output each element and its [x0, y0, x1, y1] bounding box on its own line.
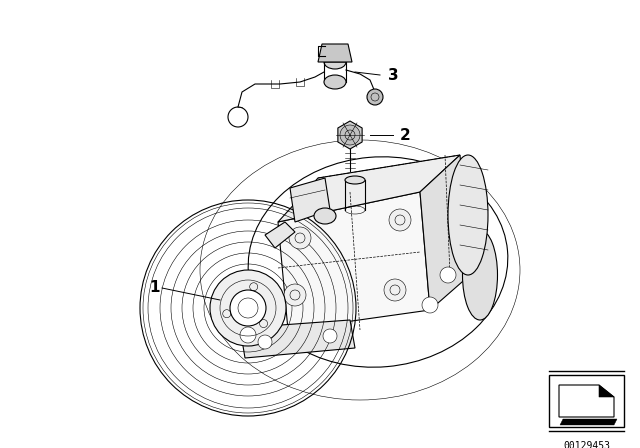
Circle shape [284, 284, 306, 306]
Circle shape [340, 125, 360, 145]
Text: 2: 2 [400, 128, 411, 142]
Polygon shape [338, 121, 362, 149]
Circle shape [367, 89, 383, 105]
Circle shape [422, 297, 438, 313]
Circle shape [210, 270, 286, 346]
Text: 1: 1 [150, 280, 160, 296]
Circle shape [289, 227, 311, 249]
Bar [549, 375, 624, 427]
Ellipse shape [345, 176, 365, 184]
Text: 00129453: 00129453 [563, 441, 610, 448]
Polygon shape [278, 155, 460, 222]
Ellipse shape [314, 208, 336, 224]
Polygon shape [599, 385, 614, 397]
Circle shape [384, 279, 406, 301]
Polygon shape [265, 222, 295, 248]
Ellipse shape [324, 75, 346, 89]
Ellipse shape [448, 155, 488, 275]
Text: 3: 3 [388, 68, 399, 82]
Polygon shape [420, 155, 470, 310]
Polygon shape [290, 178, 330, 222]
Ellipse shape [463, 230, 497, 320]
Polygon shape [560, 419, 617, 425]
Ellipse shape [324, 55, 346, 69]
Polygon shape [240, 320, 355, 358]
Circle shape [389, 209, 411, 231]
Polygon shape [559, 385, 614, 417]
Circle shape [323, 329, 337, 343]
Circle shape [258, 335, 272, 349]
Circle shape [440, 267, 456, 283]
Circle shape [240, 327, 256, 343]
Polygon shape [318, 44, 352, 62]
Circle shape [230, 290, 266, 326]
Polygon shape [278, 192, 430, 330]
